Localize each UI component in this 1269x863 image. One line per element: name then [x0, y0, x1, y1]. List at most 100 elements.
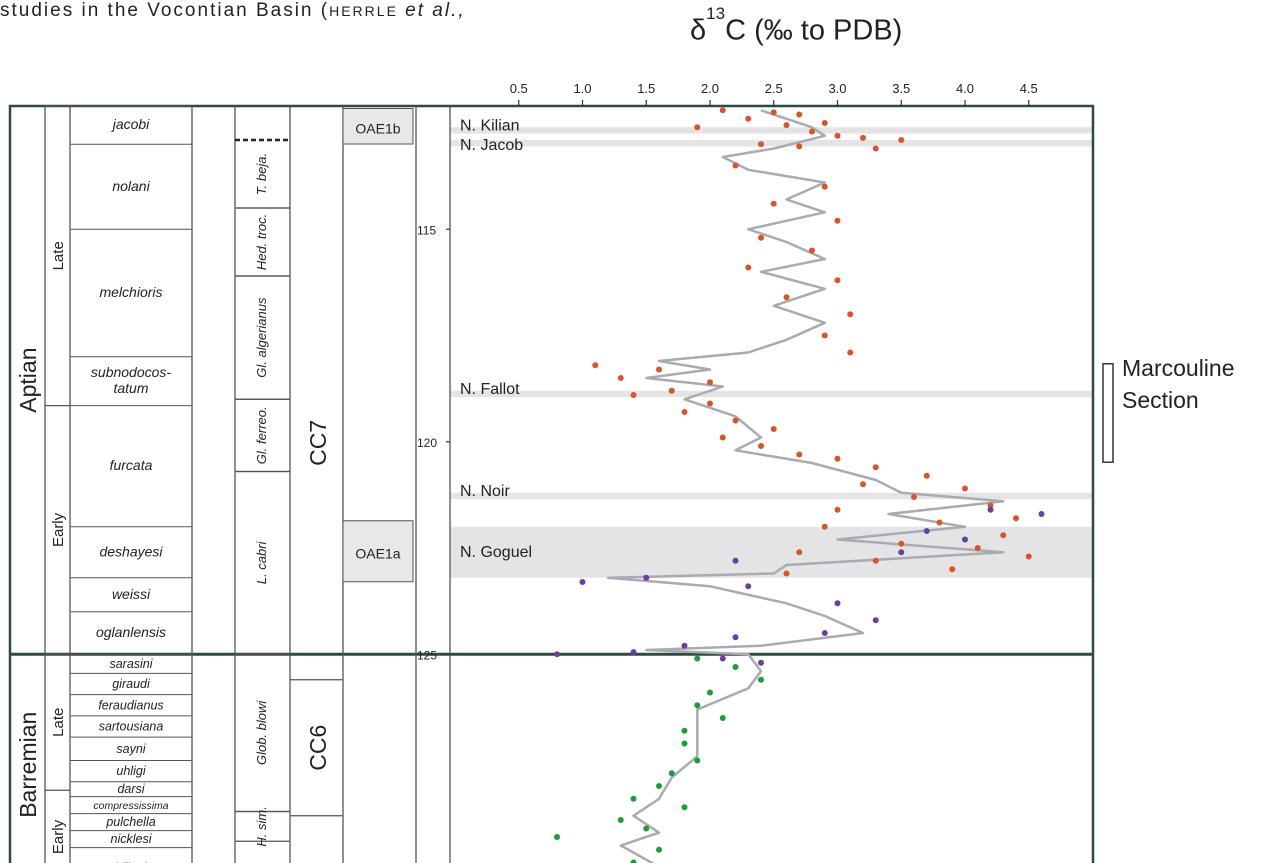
ammonite-zone-label: compressissima: [93, 800, 168, 812]
title-main: C (‰ to PDB): [725, 14, 903, 47]
x-tick-label: 2.0: [701, 81, 719, 96]
data-point: [923, 472, 930, 479]
foram-zone-label: Gl. ferreo.: [254, 406, 269, 464]
data-point: [860, 134, 866, 141]
nanno-zone-label: CC7: [305, 420, 331, 466]
foram-zone-label: H. sim.: [254, 806, 269, 846]
data-point: [681, 804, 688, 811]
data-point: [617, 375, 624, 381]
ammonite-zone-label: darsi: [117, 782, 145, 796]
y-tick-label: 125: [417, 648, 437, 662]
data-point: [847, 349, 854, 356]
data-point: [872, 464, 879, 471]
foram-zone-label: T. beja.: [254, 153, 269, 195]
data-point: [809, 128, 815, 135]
x-tick-label: 1.5: [637, 81, 655, 96]
substage-label: Late: [50, 708, 67, 737]
data-point: [834, 455, 841, 462]
data-point: [821, 183, 828, 190]
event-label: N. Kilian: [460, 117, 520, 134]
oae-box: [342, 520, 414, 583]
data-point: [732, 557, 739, 564]
section-label-line2: Section: [1122, 387, 1199, 413]
data-point: [719, 655, 726, 662]
data-point: [681, 409, 688, 415]
page-header-text: studies in the Vocontian Basin (HERRLE e…: [0, 0, 466, 22]
ammonite-zone-label: kiliani: [115, 861, 147, 863]
ammonite-zone-label: melchioris: [99, 284, 162, 300]
data-point: [987, 506, 994, 513]
data-point: [847, 311, 854, 318]
data-point: [668, 387, 675, 394]
chart-title: δ13C (‰ to PDB): [690, 4, 903, 48]
data-point: [911, 494, 917, 500]
data-point: [681, 727, 688, 734]
data-point: [783, 294, 790, 301]
data-point: [668, 770, 675, 777]
data-point: [732, 664, 739, 670]
event-band: [450, 140, 1093, 147]
data-point: [936, 519, 943, 526]
x-tick-label: 3.0: [828, 81, 846, 96]
data-point: [796, 111, 803, 118]
data-point: [643, 825, 650, 832]
stage-label: Barremian: [15, 712, 41, 818]
oae-label: OAE1b: [355, 120, 400, 136]
data-point: [770, 109, 777, 116]
data-point: [923, 528, 930, 534]
data-point: [719, 107, 726, 114]
event-band: [450, 127, 1093, 134]
oae-box: [342, 108, 414, 145]
ammonite-zone-label: jacobi: [111, 116, 150, 132]
data-point: [821, 630, 828, 636]
ammonite-zone-label: sayni: [116, 742, 146, 756]
data-point: [719, 434, 726, 441]
data-point: [579, 579, 586, 585]
data-point: [732, 162, 739, 169]
ammonite-zone-label: tatum: [113, 380, 148, 396]
data-point: [987, 502, 994, 509]
data-point: [554, 651, 560, 658]
data-point: [821, 120, 828, 126]
data-point: [643, 574, 650, 581]
data-point: [834, 217, 841, 224]
ammonite-zone-label: sarasini: [109, 657, 153, 671]
data-point: [821, 332, 828, 339]
ammonite-zone-label: nolani: [112, 178, 150, 194]
data-point: [758, 234, 764, 241]
data-point: [732, 417, 739, 424]
data-point: [872, 617, 879, 624]
data-point: [694, 655, 701, 662]
data-point: [656, 783, 662, 789]
substage-label: Early: [50, 512, 67, 547]
data-point: [758, 141, 764, 148]
data-point: [898, 137, 905, 143]
event-label: N. Jacob: [460, 137, 523, 154]
section-bracket: [1102, 363, 1114, 463]
data-point: [719, 715, 726, 721]
data-point: [821, 523, 828, 530]
title-delta: δ: [690, 14, 707, 47]
y-tick-label: 130: [417, 861, 437, 863]
data-point: [796, 549, 803, 556]
data-point: [962, 536, 968, 543]
data-point: [834, 600, 841, 607]
data-point: [1000, 532, 1007, 539]
chart-frame: [8, 104, 1095, 863]
data-point: [834, 132, 841, 139]
data-point: [745, 115, 752, 122]
data-point: [796, 143, 803, 150]
data-point: [758, 676, 764, 683]
data-point: [962, 485, 968, 492]
data-point: [707, 689, 713, 696]
ammonite-zone-label: weissi: [112, 586, 151, 602]
title-superscript: 13: [706, 4, 726, 23]
data-point: [656, 366, 662, 373]
data-point: [681, 740, 688, 747]
event-label: N. Fallot: [460, 381, 520, 398]
data-point: [860, 481, 866, 488]
data-point: [796, 451, 803, 458]
data-point: [630, 392, 637, 398]
page-text-author: HERRLE: [329, 3, 398, 19]
